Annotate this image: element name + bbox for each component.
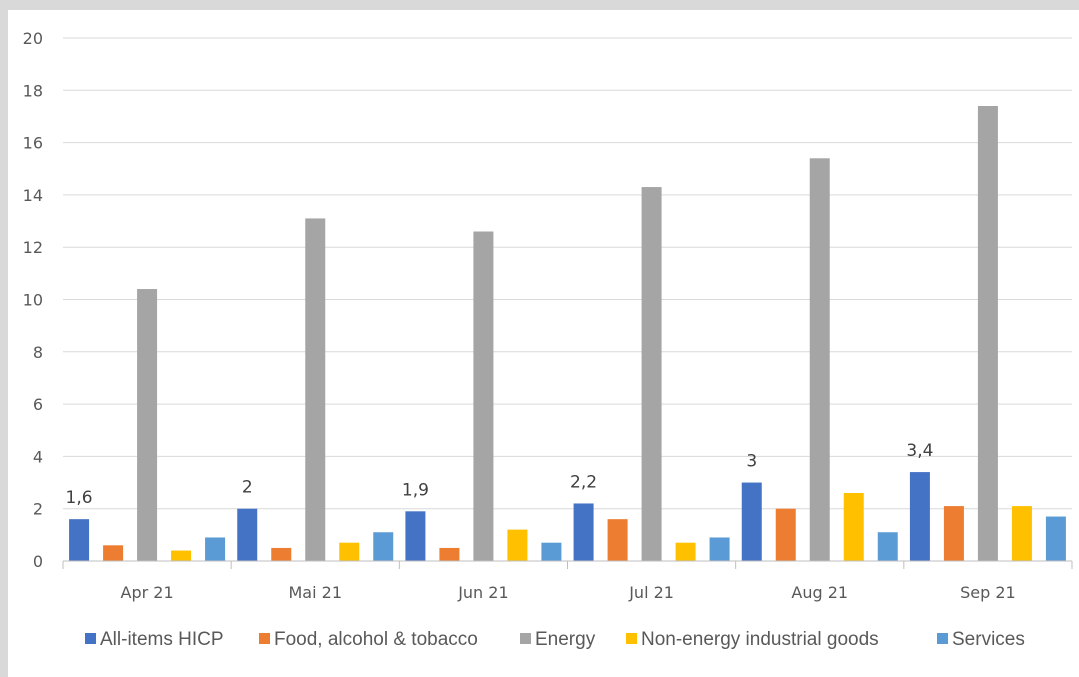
gridlines bbox=[63, 37, 1072, 510]
bar-energy-aug-21 bbox=[809, 158, 830, 562]
bar-food-alcohol-tobacco-jun-21 bbox=[439, 547, 460, 561]
legend-swatch-non-energy-industrial-goods bbox=[626, 633, 637, 644]
data-label: 1,9 bbox=[402, 480, 429, 500]
y-tick-label: 4 bbox=[33, 447, 43, 466]
bar-energy-mai-21 bbox=[305, 218, 326, 561]
legend-label-all-items-hicp: All-items HICP bbox=[100, 629, 224, 650]
y-tick-label: 18 bbox=[23, 81, 43, 100]
y-tick-label: 20 bbox=[23, 29, 43, 48]
bar-energy-sep-21 bbox=[977, 105, 998, 562]
bar-food-alcohol-tobacco-mai-21 bbox=[271, 547, 292, 561]
bar-non-energy-industrial-goods-apr-21 bbox=[171, 550, 192, 561]
legend-label-energy: Energy bbox=[535, 629, 596, 650]
data-label: 3,4 bbox=[906, 441, 933, 461]
bar-services-aug-21 bbox=[877, 532, 898, 561]
legend-label-food-alcohol-tobacco: Food, alcohol & tobacco bbox=[274, 629, 478, 650]
bar-all-items-hicp-aug-21 bbox=[741, 482, 762, 561]
bar-services-apr-21 bbox=[205, 537, 226, 561]
data-label: 1,6 bbox=[66, 488, 93, 508]
bar-services-sep-21 bbox=[1045, 516, 1066, 561]
x-tick-label: Jul 21 bbox=[628, 583, 674, 602]
bar-all-items-hicp-jun-21 bbox=[405, 511, 426, 561]
bar-energy-apr-21 bbox=[137, 289, 158, 561]
data-label: 2,2 bbox=[570, 472, 597, 492]
y-tick-label: 8 bbox=[33, 343, 43, 362]
x-tick-label: Aug 21 bbox=[791, 583, 848, 602]
bar-services-jul-21 bbox=[709, 537, 730, 561]
bar-chart: 1,62 1,9 2,233,4 Apr 21 Mai 21 Jun 21 Jul 21 A… bbox=[23, 29, 1073, 650]
y-tick-label: 0 bbox=[33, 552, 43, 571]
bar-energy-jun-21 bbox=[473, 231, 494, 561]
bar-food-alcohol-tobacco-aug-21 bbox=[775, 508, 796, 561]
bar-non-energy-industrial-goods-jul-21 bbox=[675, 542, 696, 561]
legend-swatch-energy bbox=[520, 633, 531, 644]
bar-all-items-hicp-jul-21 bbox=[573, 503, 594, 561]
data-labels: 1,6 2 1,9 2,2 3 3,4 bbox=[66, 441, 934, 508]
legend-swatch-services bbox=[937, 633, 948, 644]
legend-swatch-food-alcohol-tobacco bbox=[259, 633, 270, 644]
x-tick-label: Sep 21 bbox=[960, 583, 1016, 602]
data-label: 3 bbox=[746, 452, 757, 472]
legend-label-non-energy-industrial-goods: Non-energy industrial goods bbox=[641, 629, 879, 650]
bar-food-alcohol-tobacco-jul-21 bbox=[607, 519, 628, 561]
y-tick-label: 6 bbox=[33, 395, 43, 414]
bar-food-alcohol-tobacco-sep-21 bbox=[943, 506, 964, 561]
y-tick-label: 12 bbox=[23, 238, 43, 257]
legend-swatch-all-items-hicp bbox=[85, 633, 96, 644]
bar-energy-jul-21 bbox=[641, 187, 662, 561]
y-tick-label: 16 bbox=[23, 134, 43, 153]
legend-label-services: Services bbox=[952, 629, 1025, 650]
bar-all-items-hicp-mai-21 bbox=[237, 508, 258, 561]
chart-frame: 1,6 2 1,9 2,2 3 3,4 Apr 21 Mai 21 Jun 21 Jul 21 A… bbox=[8, 10, 1079, 677]
bar-non-energy-industrial-goods-jun-21 bbox=[507, 529, 528, 561]
x-tick-label: Jun 21 bbox=[457, 583, 508, 602]
x-tick-label: Apr 21 bbox=[121, 583, 174, 602]
bars bbox=[69, 105, 1066, 562]
x-axis: Apr 21 Mai 21 Jun 21 Jul 21 Aug 21 Sep 21 bbox=[62, 560, 1073, 602]
legend: All-items HICP Food, alcohol & tobacco Ene… bbox=[85, 629, 1025, 650]
bar-services-jun-21 bbox=[541, 542, 562, 561]
data-label: 2 bbox=[242, 478, 253, 498]
bar-all-items-hicp-apr-21 bbox=[69, 519, 90, 561]
y-tick-label: 2 bbox=[33, 500, 43, 519]
bar-all-items-hicp-sep-21 bbox=[909, 472, 930, 561]
x-tick-label: Mai 21 bbox=[289, 583, 343, 602]
bar-non-energy-industrial-goods-sep-21 bbox=[1011, 506, 1032, 561]
y-tick-label: 10 bbox=[23, 291, 43, 310]
bar-non-energy-industrial-goods-aug-21 bbox=[843, 493, 864, 561]
y-tick-label: 14 bbox=[23, 186, 43, 205]
y-axis: 0 2 4 6 8 10 12 14 16 18 20 bbox=[23, 29, 43, 571]
bar-food-alcohol-tobacco-apr-21 bbox=[103, 545, 124, 561]
bar-non-energy-industrial-goods-mai-21 bbox=[339, 542, 360, 561]
bar-services-mai-21 bbox=[373, 532, 394, 561]
